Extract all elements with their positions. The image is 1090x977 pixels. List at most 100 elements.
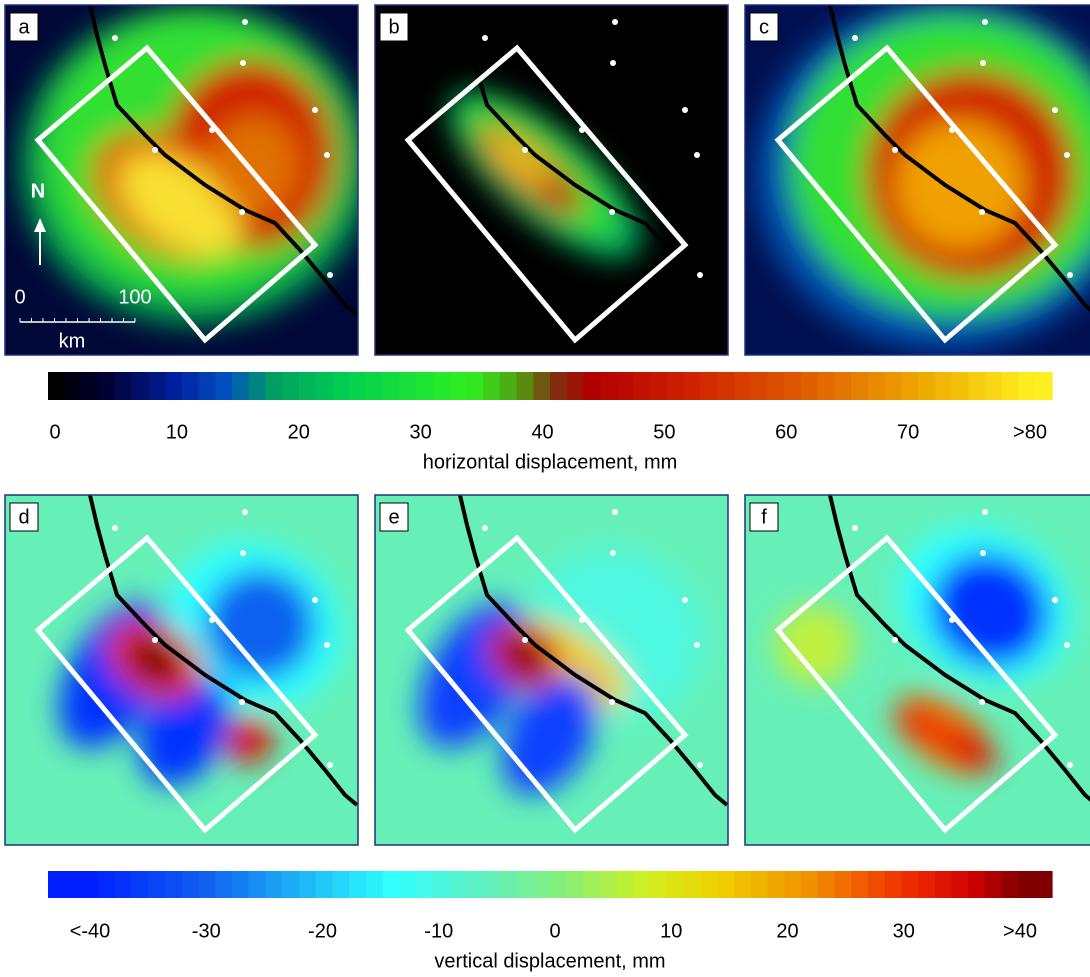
colorbar-tick-label: 10 bbox=[660, 920, 682, 942]
colorbar-cell bbox=[868, 372, 885, 400]
colorbar-cell bbox=[600, 871, 617, 898]
gps-site bbox=[112, 35, 118, 41]
gps-site bbox=[312, 597, 318, 603]
colorbar-cell bbox=[684, 871, 701, 898]
colorbar-cell bbox=[667, 372, 684, 400]
panel-label: a bbox=[18, 16, 30, 38]
gps-site bbox=[324, 152, 330, 158]
gps-site bbox=[1064, 642, 1070, 648]
gps-site bbox=[324, 642, 330, 648]
colorbar-cell bbox=[148, 372, 165, 400]
colorbar-tick-label: 60 bbox=[775, 421, 797, 443]
gps-site bbox=[682, 597, 688, 603]
colorbar-cell bbox=[768, 372, 785, 400]
colorbar-cell bbox=[918, 372, 935, 400]
colorbar-cell bbox=[667, 871, 684, 898]
colorbar-cell bbox=[199, 871, 216, 898]
gps-site bbox=[694, 642, 700, 648]
colorbar-cell bbox=[751, 871, 768, 898]
colorbar-tick-label: 40 bbox=[531, 421, 553, 443]
colorbar-cell bbox=[1035, 871, 1052, 898]
colorbar-cell bbox=[617, 372, 634, 400]
panel-label: f bbox=[761, 506, 767, 528]
colorbar-cell bbox=[885, 871, 902, 898]
colorbar-cell bbox=[968, 372, 985, 400]
gps-site bbox=[697, 272, 703, 278]
scale-unit: km bbox=[59, 330, 86, 352]
gps-site bbox=[949, 617, 955, 623]
colorbar-cell bbox=[500, 871, 517, 898]
colorbar-cell bbox=[132, 372, 149, 400]
colorbar-cell bbox=[399, 372, 416, 400]
colorbar-cell bbox=[98, 372, 115, 400]
colorbar-cell bbox=[316, 871, 333, 898]
colorbar-cell bbox=[483, 871, 500, 898]
colorbar-cell bbox=[215, 372, 232, 400]
colorbar-tick-label: >80 bbox=[1013, 421, 1047, 443]
colorbar-cell bbox=[968, 871, 985, 898]
colorbar-cell bbox=[165, 372, 182, 400]
map-panel: e bbox=[375, 495, 735, 845]
gps-site bbox=[240, 60, 246, 66]
colorbar-cell bbox=[1019, 372, 1036, 400]
map-field bbox=[375, 5, 728, 355]
colorbar-cell bbox=[466, 871, 483, 898]
colorbar-tick-label: 0 bbox=[549, 920, 560, 942]
gps-site bbox=[239, 209, 245, 215]
gps-site bbox=[327, 272, 333, 278]
gps-site bbox=[980, 550, 986, 556]
colorbar-cell bbox=[885, 372, 902, 400]
gps-site bbox=[239, 699, 245, 705]
gps-site bbox=[312, 107, 318, 113]
gps-site bbox=[242, 19, 248, 25]
gps-site bbox=[1052, 597, 1058, 603]
map-field bbox=[375, 495, 735, 845]
colorbar-cell bbox=[851, 372, 868, 400]
colorbar-cell bbox=[734, 871, 751, 898]
colorbar-tick-label: 30 bbox=[410, 421, 432, 443]
displacement-field bbox=[20, 5, 370, 325]
colorbar-cell bbox=[65, 871, 82, 898]
colorbar-title: vertical displacement, mm bbox=[434, 950, 665, 972]
colorbar-cell bbox=[483, 372, 500, 400]
gps-site bbox=[1067, 762, 1073, 768]
figure: horizontal displacement, mm vertical dis… bbox=[0, 0, 1090, 977]
colorbar-cell bbox=[416, 871, 433, 898]
colorbar-cell bbox=[533, 871, 550, 898]
map-panel: c bbox=[745, 0, 1090, 355]
colorbar-cell bbox=[717, 372, 734, 400]
gps-site bbox=[609, 699, 615, 705]
gps-site bbox=[980, 60, 986, 66]
colorbar-cell bbox=[634, 372, 651, 400]
colorbar-tick-label: -20 bbox=[308, 920, 337, 942]
field-blob bbox=[210, 115, 300, 215]
colorbar-tick-label: -10 bbox=[424, 920, 453, 942]
colorbar-cell bbox=[985, 871, 1002, 898]
scale-end: 100 bbox=[118, 286, 151, 308]
map-field bbox=[745, 495, 1090, 845]
gps-site bbox=[609, 209, 615, 215]
colorbar-cell bbox=[349, 372, 366, 400]
gps-site bbox=[982, 19, 988, 25]
colorbar-cell bbox=[332, 871, 349, 898]
colorbar-cell bbox=[701, 871, 718, 898]
colorbar-cell bbox=[818, 871, 835, 898]
colorbar-cell bbox=[433, 372, 450, 400]
colorbar-cell bbox=[517, 372, 534, 400]
colorbar-cell bbox=[650, 372, 667, 400]
colorbar-cell bbox=[834, 372, 851, 400]
north-label: N bbox=[31, 180, 45, 202]
colorbar-cell bbox=[583, 871, 600, 898]
colorbar-cell bbox=[182, 372, 199, 400]
colorbar-cell bbox=[567, 871, 584, 898]
gps-site bbox=[1064, 152, 1070, 158]
colorbar-cell bbox=[784, 372, 801, 400]
colorbar-cell bbox=[299, 871, 316, 898]
colorbar-tick-label: >40 bbox=[1003, 920, 1037, 942]
colorbar-cell bbox=[249, 871, 266, 898]
colorbar-cell bbox=[48, 372, 65, 400]
colorbar-cell bbox=[316, 372, 333, 400]
colorbar-cell bbox=[182, 871, 199, 898]
colorbar-cell bbox=[148, 871, 165, 898]
colorbar-cell bbox=[81, 372, 98, 400]
